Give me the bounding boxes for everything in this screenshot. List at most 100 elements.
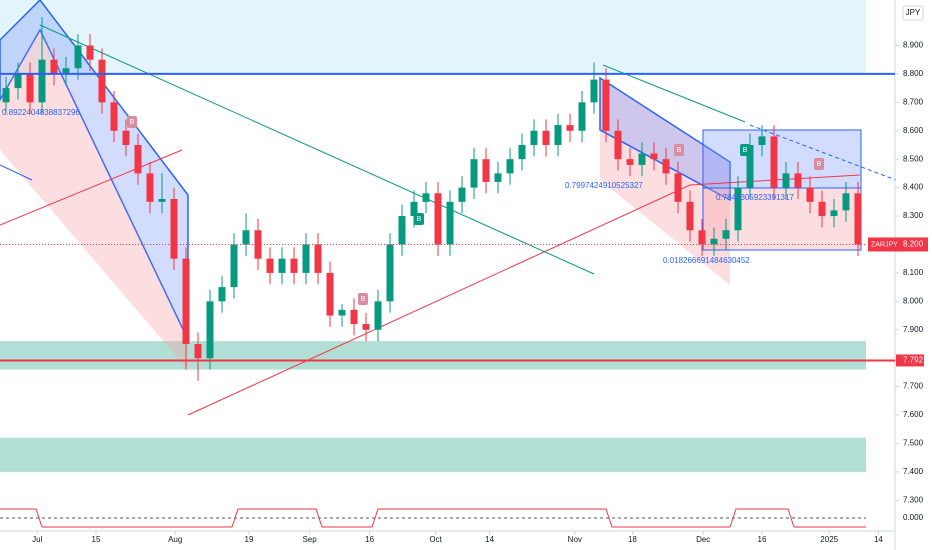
y-tick-label: 7.900 bbox=[903, 325, 924, 334]
candle-body bbox=[470, 159, 478, 188]
candle-body bbox=[806, 187, 814, 202]
y-tick-label: 8.000 bbox=[903, 296, 924, 305]
candle-body bbox=[206, 301, 214, 359]
candle-body bbox=[242, 230, 250, 245]
candle-body bbox=[26, 73, 34, 103]
candle-body bbox=[410, 201, 418, 217]
candle-body bbox=[578, 102, 586, 131]
candle-body bbox=[554, 125, 562, 145]
candle-body bbox=[398, 216, 406, 245]
signal-label: B bbox=[130, 119, 135, 126]
candle-body bbox=[362, 324, 370, 330]
x-tick-label: Aug bbox=[168, 535, 182, 544]
currency: JPY bbox=[906, 8, 921, 17]
candle-body bbox=[686, 201, 694, 231]
candle-body bbox=[722, 230, 730, 239]
trend-line bbox=[0, 149, 183, 226]
annotation: 0.8922404838837296 bbox=[2, 108, 80, 117]
x-tick-label: Sep bbox=[302, 535, 317, 544]
candle-body bbox=[386, 244, 394, 302]
price-tag bbox=[899, 237, 928, 252]
candle-body bbox=[74, 45, 82, 69]
indicator-tick-label: 0.000 bbox=[903, 513, 924, 522]
trend-line bbox=[39, 24, 595, 275]
candle-body bbox=[542, 130, 550, 145]
signal-label: B bbox=[417, 216, 422, 223]
currency-box bbox=[902, 5, 924, 21]
candle-body bbox=[98, 59, 106, 103]
signal-badge bbox=[740, 144, 750, 156]
y-tick-label: 8.700 bbox=[903, 97, 924, 106]
channel bbox=[0, 30, 188, 370]
candle-body bbox=[494, 173, 502, 182]
candle-body bbox=[326, 272, 334, 316]
x-tick-label: 14 bbox=[485, 535, 494, 544]
signal-badge bbox=[127, 116, 137, 128]
candle-body bbox=[770, 136, 778, 188]
channel bbox=[599, 76, 731, 202]
x-tick-label: 18 bbox=[628, 535, 637, 544]
candle-body bbox=[698, 230, 706, 245]
candle-body bbox=[2, 88, 10, 103]
candle-body bbox=[146, 173, 154, 202]
y-tick-label: 8.800 bbox=[903, 69, 924, 78]
channel bbox=[600, 78, 730, 285]
candle-body bbox=[350, 309, 358, 325]
candle-body bbox=[194, 343, 202, 359]
signal-label: B bbox=[677, 147, 682, 154]
signal-label: B bbox=[361, 296, 366, 303]
y-tick-label: 8.400 bbox=[903, 183, 924, 192]
candle-body bbox=[518, 144, 526, 160]
candle-body bbox=[38, 59, 46, 103]
annotation: 0.7843305923391317 bbox=[716, 193, 794, 202]
candle-body bbox=[422, 193, 430, 202]
y-tick-label: 7.600 bbox=[903, 410, 924, 419]
y-tick-label: 7.300 bbox=[903, 495, 924, 504]
symbol-label: ZARJPY bbox=[871, 241, 898, 248]
signal-label: B bbox=[743, 147, 748, 154]
candle-body bbox=[626, 159, 634, 165]
candle-body bbox=[302, 244, 310, 273]
candle-body bbox=[170, 198, 178, 259]
x-tick-label: 2025 bbox=[820, 535, 838, 544]
candle-body bbox=[314, 244, 322, 273]
zone bbox=[0, 341, 866, 370]
candle-body bbox=[158, 198, 166, 202]
signal-badge bbox=[358, 293, 368, 305]
candle-body bbox=[266, 258, 274, 273]
candle-body bbox=[506, 159, 514, 174]
zone bbox=[0, 0, 866, 74]
annotation: 0.018266691484630452 bbox=[663, 256, 750, 265]
candle-body bbox=[182, 258, 190, 344]
signal-label: B bbox=[817, 161, 822, 168]
trend-line bbox=[0, 164, 33, 181]
y-tick-label: 8.600 bbox=[903, 126, 924, 135]
y-tick-label: 7.700 bbox=[903, 382, 924, 391]
candle-body bbox=[638, 153, 646, 165]
candle-body bbox=[758, 136, 766, 145]
candle-body bbox=[122, 130, 130, 145]
candle-body bbox=[278, 258, 286, 273]
signal-badge bbox=[674, 144, 684, 156]
candle-body bbox=[674, 173, 682, 202]
candle-body bbox=[794, 173, 802, 188]
candle-body bbox=[482, 159, 490, 182]
x-tick-label: Nov bbox=[568, 535, 582, 544]
level-label: 7.792 bbox=[903, 356, 924, 365]
y-tick-label: 8.500 bbox=[903, 154, 924, 163]
x-tick-label: Oct bbox=[429, 535, 442, 544]
candle-body bbox=[530, 130, 538, 145]
indicator-line bbox=[0, 508, 866, 528]
candle-body bbox=[338, 309, 346, 316]
level-tag bbox=[896, 354, 924, 367]
trend-line bbox=[749, 124, 897, 181]
symbol-tag bbox=[868, 237, 899, 252]
x-tick-label: 19 bbox=[245, 535, 254, 544]
candle-body bbox=[62, 68, 70, 74]
y-tick-label: 7.400 bbox=[903, 467, 924, 476]
y-tick-label: 7.500 bbox=[903, 439, 924, 448]
y-tick-label: 8.300 bbox=[903, 211, 924, 220]
candle-body bbox=[290, 258, 298, 273]
candle-body bbox=[662, 159, 670, 174]
